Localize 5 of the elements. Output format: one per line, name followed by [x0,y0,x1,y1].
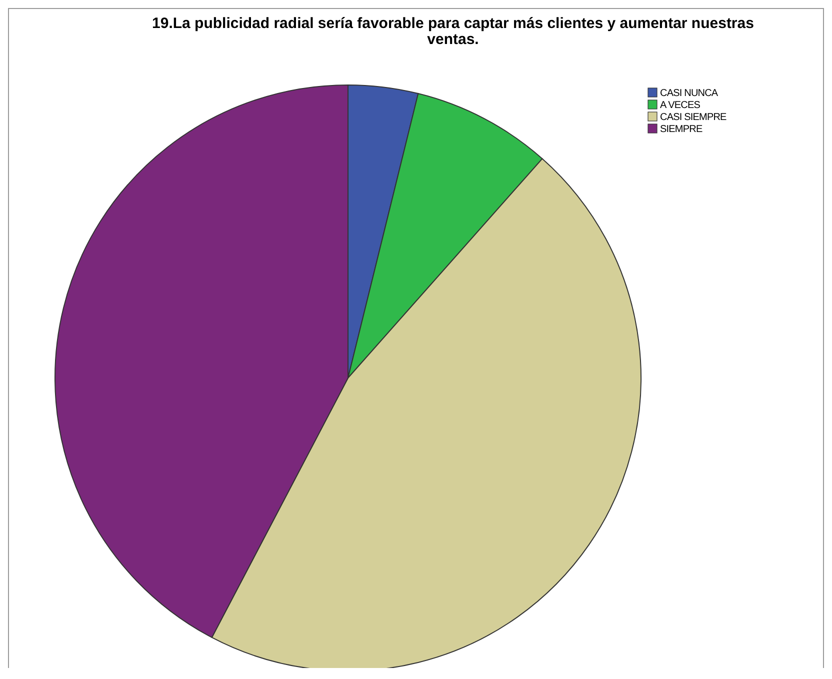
legend-label: CASI SIEMPRE [660,112,728,123]
legend-label: A VECES [660,100,701,111]
legend-label: SIEMPRE [660,124,703,135]
legend-label: CASI NUNCA [660,88,718,99]
chart-title: 19.La publicidad radial sería favorable para captar más clientes y aumentar nuestras ventas. [152,15,754,48]
